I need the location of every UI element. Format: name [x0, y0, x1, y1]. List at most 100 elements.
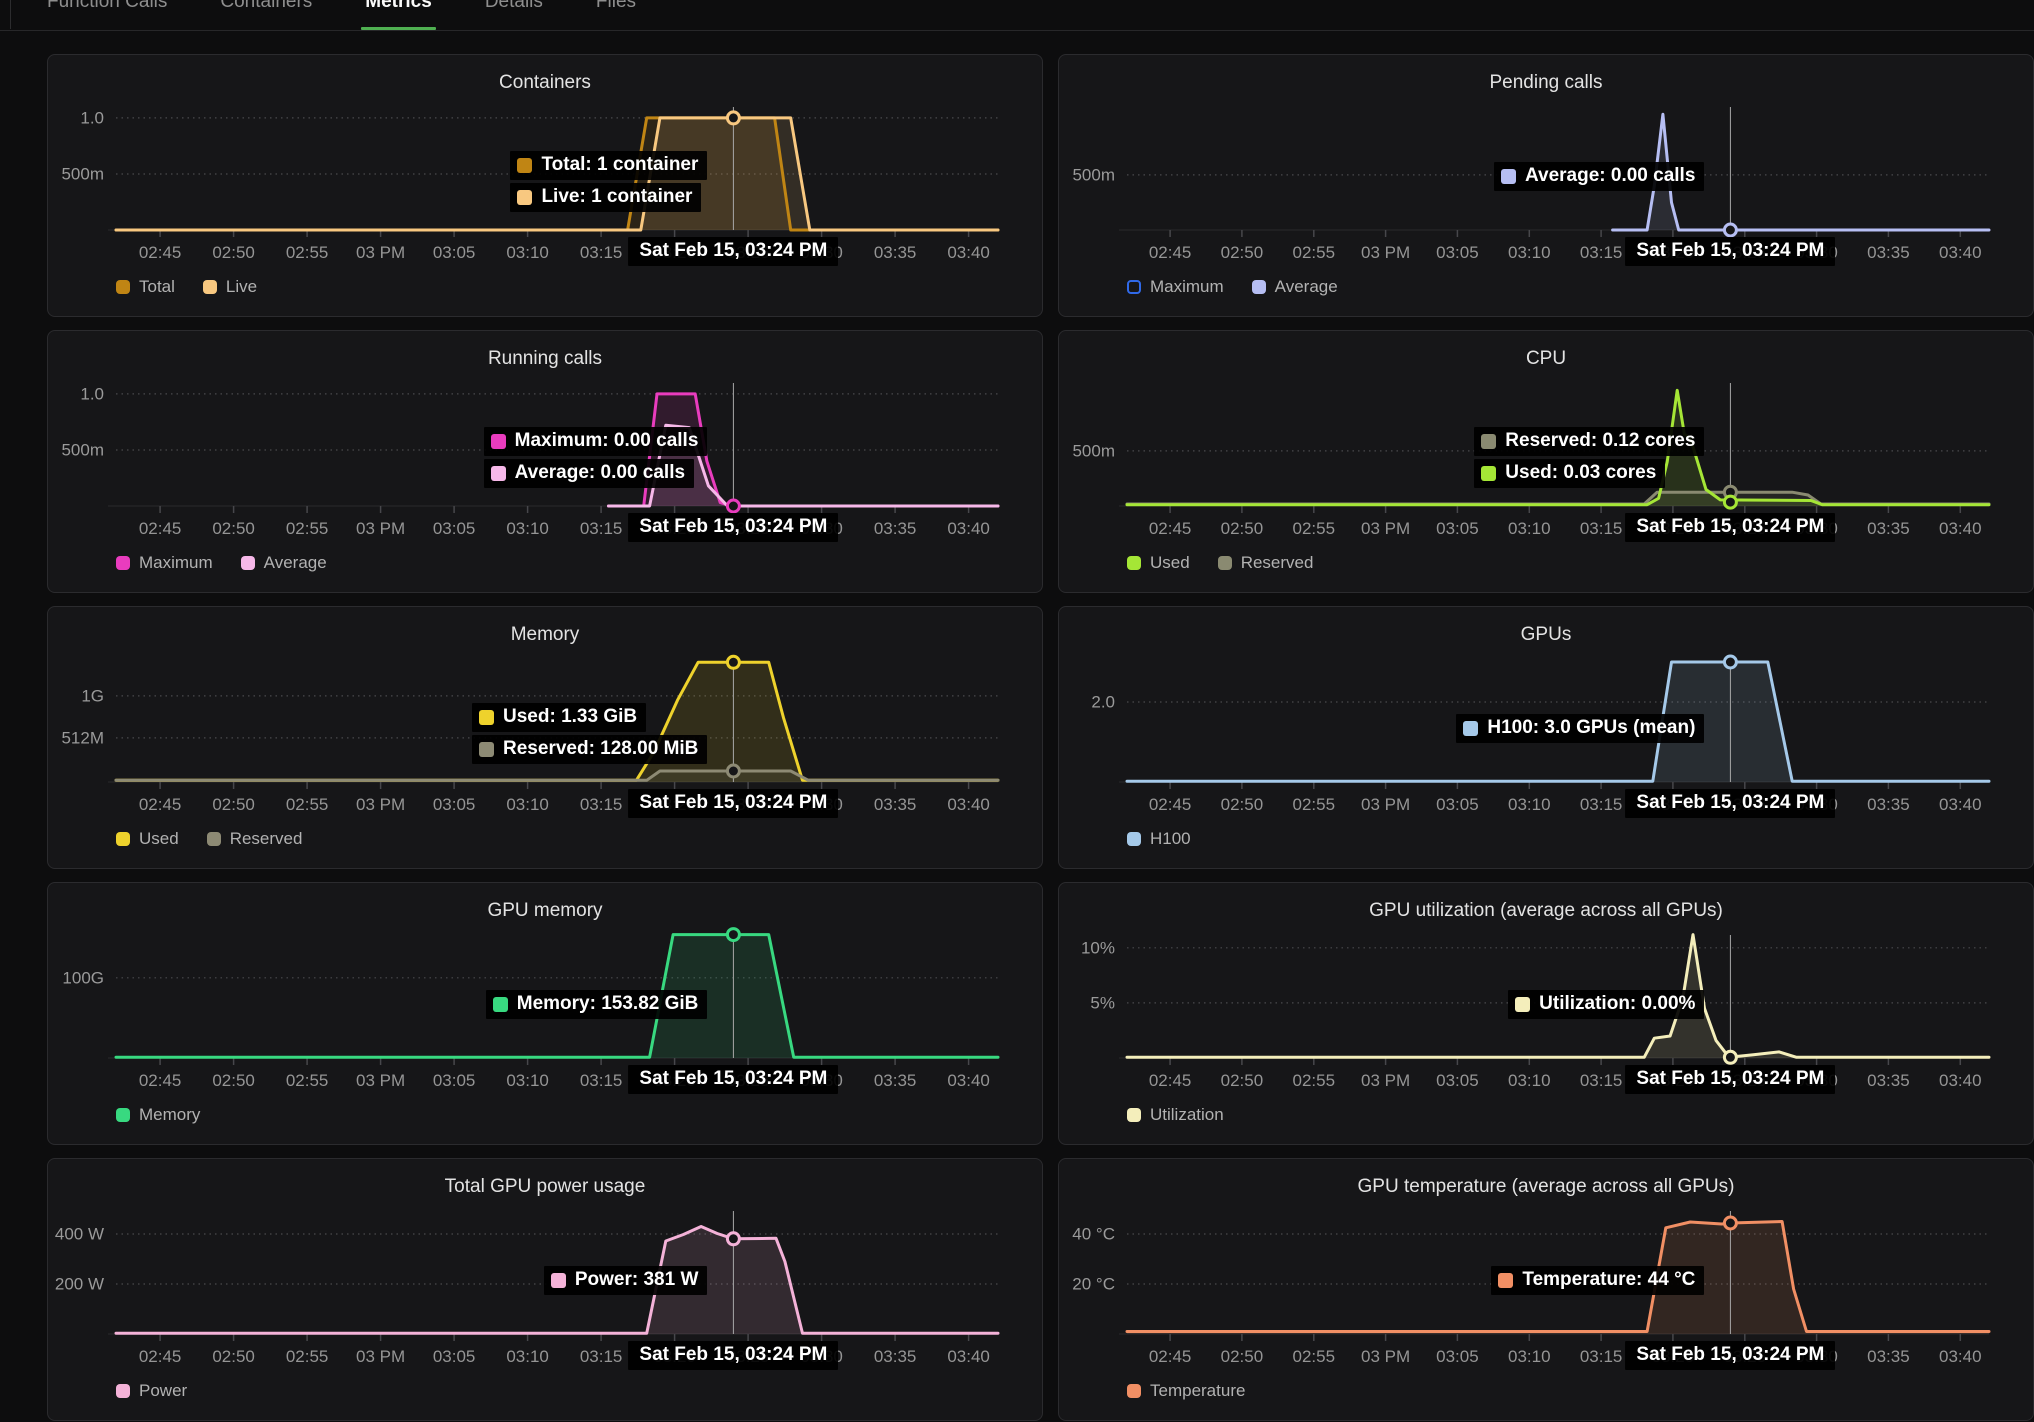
svg-text:500m: 500m — [61, 164, 104, 183]
chart-legend: Used Reserved — [116, 829, 302, 849]
legend-item-memory[interactable]: Memory — [116, 1105, 200, 1125]
svg-text:03:30: 03:30 — [800, 243, 843, 262]
chart-legend: Temperature — [1127, 1381, 1245, 1401]
svg-text:02:45: 02:45 — [139, 243, 182, 262]
svg-text:03:25: 03:25 — [1724, 519, 1767, 538]
tab-files[interactable]: Files — [596, 0, 636, 30]
legend-item-used[interactable]: Used — [1127, 553, 1190, 573]
svg-text:02:45: 02:45 — [1149, 1071, 1192, 1090]
chart-plot[interactable]: 2.0 02:45 02:50 02:55 03 PM 03:05 03:10 03:15 03… — [1059, 607, 2033, 868]
chart-plot[interactable]: 1.0 500m 02:45 02:50 02:55 03 PM 03:05 03:10 03:… — [48, 55, 1042, 316]
legend-item-h100[interactable]: H100 — [1127, 829, 1191, 849]
svg-text:03 PM: 03 PM — [356, 795, 405, 814]
legend-swatch — [1127, 1108, 1141, 1122]
svg-text:03:40: 03:40 — [1939, 795, 1982, 814]
svg-text:03:35: 03:35 — [1867, 1071, 1910, 1090]
legend-item-total[interactable]: Total — [116, 277, 175, 297]
svg-text:03:40: 03:40 — [947, 795, 990, 814]
tab-metrics[interactable]: Metrics — [361, 0, 436, 30]
svg-text:02:50: 02:50 — [212, 243, 255, 262]
svg-text:03:10: 03:10 — [1508, 1071, 1551, 1090]
chart-panel-containers: 1.0 500m 02:45 02:50 02:55 03 PM 03:05 03:10 03:… — [47, 54, 1043, 317]
svg-text:03:40: 03:40 — [1939, 519, 1982, 538]
legend-item-temperature[interactable]: Temperature — [1127, 1381, 1245, 1401]
svg-text:03:15: 03:15 — [1580, 795, 1623, 814]
svg-text:03:30: 03:30 — [800, 519, 843, 538]
legend-swatch — [1127, 280, 1141, 294]
chart-panel-gpu-utilization: 10% 5% 02:45 02:50 02:55 03 PM 03:05 03:10 03:15… — [1058, 882, 2034, 1145]
svg-text:02:50: 02:50 — [1221, 243, 1264, 262]
svg-text:03:20: 03:20 — [1652, 519, 1695, 538]
svg-text:500m: 500m — [1072, 165, 1115, 184]
svg-text:03:40: 03:40 — [947, 243, 990, 262]
svg-text:03:30: 03:30 — [800, 795, 843, 814]
svg-text:02:55: 02:55 — [286, 795, 329, 814]
legend-item-live[interactable]: Live — [202, 277, 258, 297]
legend-item-average[interactable]: Average — [240, 553, 327, 573]
chart-panel-pending-calls: 500m 02:45 02:50 02:55 03 PM 03:05 03:10 03:15 0… — [1058, 54, 2034, 317]
chart-legend: Total Live — [116, 277, 257, 297]
svg-text:03:15: 03:15 — [580, 795, 623, 814]
legend-item-reserved[interactable]: Reserved — [1217, 553, 1314, 573]
legend-item-maximum[interactable]: Maximum — [116, 553, 213, 573]
legend-label: H100 — [1150, 829, 1191, 848]
svg-text:03:15: 03:15 — [1580, 519, 1623, 538]
legend-label: Power — [139, 1381, 188, 1400]
svg-text:03:35: 03:35 — [874, 795, 917, 814]
tab-label: Details — [484, 0, 543, 12]
svg-text:03:25: 03:25 — [1724, 795, 1767, 814]
tab-function-calls[interactable]: Function Calls — [47, 0, 167, 30]
svg-text:03:05: 03:05 — [1436, 1071, 1479, 1090]
svg-text:512M: 512M — [61, 728, 104, 747]
tab-label: Containers — [220, 0, 313, 12]
tab-details[interactable]: Details — [485, 0, 543, 30]
svg-text:1.0: 1.0 — [80, 108, 104, 127]
svg-text:02:55: 02:55 — [1293, 243, 1336, 262]
legend-swatch — [116, 556, 130, 570]
tab-label: Files — [595, 0, 637, 12]
svg-text:03:20: 03:20 — [653, 519, 696, 538]
svg-text:03:20: 03:20 — [653, 243, 696, 262]
legend-item-used[interactable]: Used — [116, 829, 179, 849]
legend-label: Maximum — [1150, 277, 1224, 296]
legend-label: Total — [139, 277, 175, 296]
svg-text:500m: 500m — [61, 440, 104, 459]
svg-text:02:45: 02:45 — [139, 1071, 182, 1090]
legend-label: Utilization — [1150, 1105, 1224, 1124]
svg-text:03:30: 03:30 — [800, 1071, 843, 1090]
svg-text:02:50: 02:50 — [212, 795, 255, 814]
svg-text:02:55: 02:55 — [1293, 519, 1336, 538]
svg-text:02:55: 02:55 — [1293, 795, 1336, 814]
chart-panel-gpu-memory: 100G 02:45 02:50 02:55 03 PM 03:05 03:10 03:15 0… — [47, 882, 1043, 1145]
legend-label: Reserved — [1240, 553, 1314, 572]
svg-text:03:25: 03:25 — [727, 243, 770, 262]
legend-item-reserved[interactable]: Reserved — [206, 829, 302, 849]
svg-text:03 PM: 03 PM — [1361, 519, 1410, 538]
svg-text:03:35: 03:35 — [874, 1071, 917, 1090]
legend-swatch — [116, 832, 130, 846]
legend-swatch — [240, 556, 255, 570]
svg-text:03:40: 03:40 — [1939, 243, 1982, 262]
svg-text:03:25: 03:25 — [727, 1071, 770, 1090]
svg-text:03:10: 03:10 — [506, 243, 549, 262]
legend-item-average[interactable]: Average — [1251, 277, 1338, 297]
svg-text:03:10: 03:10 — [1508, 243, 1551, 262]
svg-text:02:55: 02:55 — [1293, 1071, 1336, 1090]
legend-swatch — [1217, 556, 1232, 570]
svg-text:02:50: 02:50 — [1221, 519, 1264, 538]
svg-text:03:40: 03:40 — [1939, 1071, 1982, 1090]
svg-text:03:05: 03:05 — [433, 795, 476, 814]
svg-text:02:45: 02:45 — [1149, 519, 1192, 538]
legend-label: Live — [225, 277, 258, 296]
svg-text:03:10: 03:10 — [506, 1071, 549, 1090]
legend-label: Used — [139, 829, 179, 848]
legend-item-utilization[interactable]: Utilization — [1127, 1105, 1224, 1125]
legend-item-maximum[interactable]: Maximum — [1127, 277, 1224, 297]
legend-item-power[interactable]: Power — [116, 1381, 187, 1401]
svg-text:03 PM: 03 PM — [1361, 243, 1410, 262]
chart-plot[interactable]: 400 W 200 W 02:45 02:50 02:55 03 PM 03:05 03:10… — [48, 1159, 1042, 1420]
svg-text:02:55: 02:55 — [286, 519, 329, 538]
tab-containers[interactable]: Containers — [220, 0, 312, 30]
svg-text:03:40: 03:40 — [947, 1071, 990, 1090]
chart-panel-running-calls: 1.0 500m 02:45 02:50 02:55 03 PM 03:05 03:10 03:… — [47, 330, 1043, 593]
